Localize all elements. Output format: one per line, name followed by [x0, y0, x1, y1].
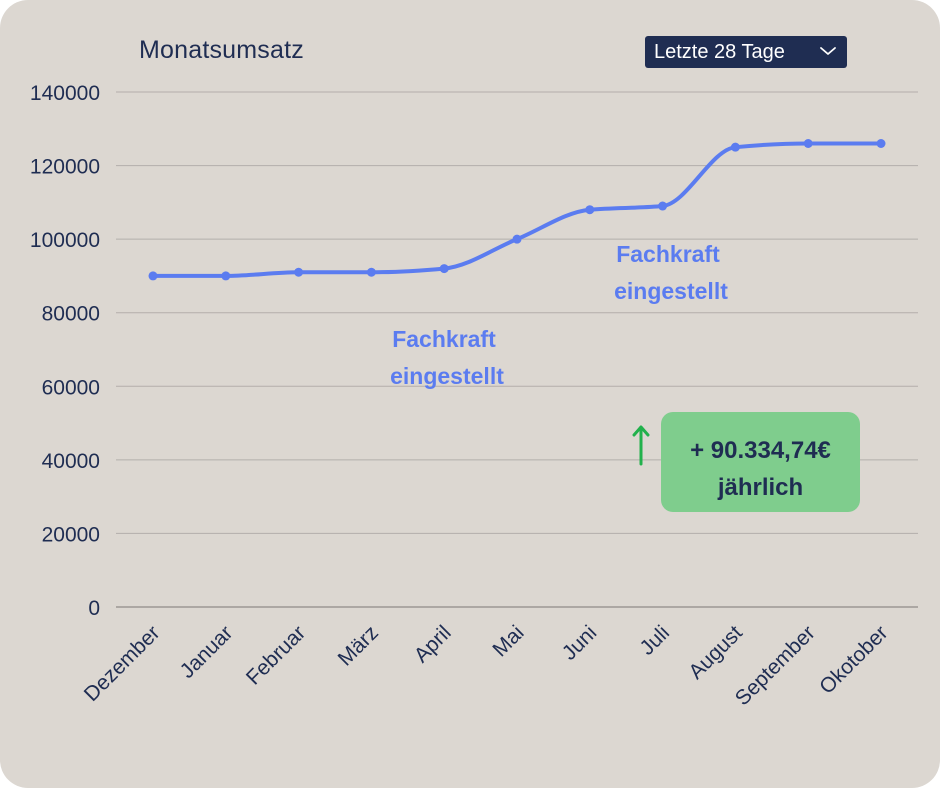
x-tick-label: Okotober — [815, 621, 892, 698]
data-point — [366, 267, 376, 277]
x-axis: Dezember Januar Februar März April Mai Juni Jul… — [80, 621, 893, 710]
y-tick-label: 60000 — [42, 376, 100, 399]
y-tick-label: 40000 — [42, 450, 100, 473]
series-line — [151, 141, 883, 278]
data-point — [585, 205, 595, 215]
chart-title: Monatsumsatz — [139, 36, 304, 64]
data-point — [148, 271, 158, 281]
data-point — [439, 264, 449, 274]
y-axis: 0 20000 40000 60000 80000 100000 120000 140000 — [30, 82, 100, 620]
x-tick-label: Juni — [558, 621, 602, 665]
x-tick-label: Januar — [176, 621, 238, 683]
x-tick-label: Dezember — [80, 621, 165, 706]
savings-period: jährlich — [717, 474, 804, 501]
chevron-down-icon — [820, 47, 836, 55]
x-tick-label: Mai — [488, 621, 528, 661]
grid — [116, 91, 918, 608]
data-point — [658, 201, 668, 211]
y-tick-label: 0 — [88, 597, 100, 620]
annotation-1-line-1: Fachkraft — [392, 326, 496, 352]
annotation-2-line-2: eingestellt — [614, 278, 728, 304]
y-tick-label: 120000 — [30, 156, 100, 179]
y-tick-label: 100000 — [30, 229, 100, 252]
x-tick-label: April — [410, 621, 456, 667]
savings-badge: + 90.334,74€ jährlich — [661, 412, 860, 512]
y-tick-label: 140000 — [30, 82, 100, 105]
data-point — [221, 271, 231, 281]
data-point — [876, 139, 886, 148]
y-tick-label: 20000 — [42, 523, 100, 546]
savings-amount: + 90.334,74€ — [690, 437, 831, 464]
data-point — [803, 139, 813, 148]
arrow-up-icon — [632, 425, 650, 466]
data-point — [294, 267, 304, 277]
y-tick-label: 80000 — [42, 303, 100, 326]
date-range-select[interactable]: Letzte 28 Tage — [645, 36, 847, 68]
x-tick-label: September — [731, 621, 820, 710]
data-point — [512, 234, 522, 244]
x-tick-label: August — [684, 621, 747, 684]
data-point — [730, 142, 740, 152]
date-range-label: Letzte 28 Tage — [654, 40, 785, 63]
annotation-1-line-2: eingestellt — [390, 363, 504, 389]
x-tick-label: März — [334, 621, 383, 670]
annotation-2-line-1: Fachkraft — [616, 241, 720, 267]
data-points — [148, 139, 886, 281]
x-tick-label: Juli — [636, 621, 675, 660]
x-tick-label: Februar — [242, 621, 310, 689]
